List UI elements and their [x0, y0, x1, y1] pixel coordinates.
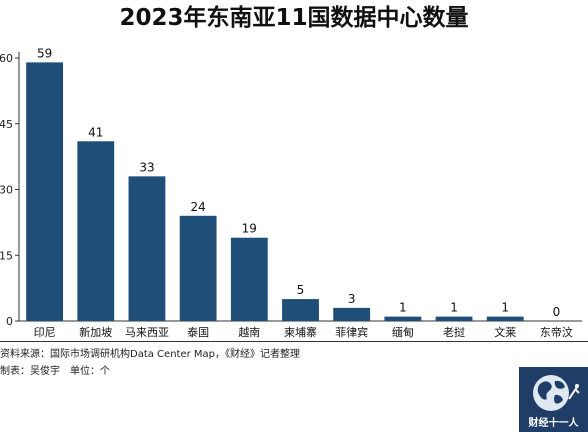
bar: [282, 299, 319, 321]
source-note: 资料来源：国际市场调研机构Data Center Map，《财经》记者整理: [0, 349, 300, 360]
x-category-label: 东帝汶: [540, 325, 573, 339]
y-tick-label: 30: [0, 184, 13, 197]
x-category-label: 泰国: [187, 325, 209, 339]
x-category-label: 柬埔寨: [284, 325, 317, 339]
bar: [128, 176, 166, 321]
bar: [435, 316, 473, 321]
bar-value-label: 1: [399, 301, 407, 315]
bar: [486, 316, 524, 321]
bar-value-label: 59: [37, 46, 52, 60]
bar-value-label: 0: [553, 305, 561, 319]
divider: [0, 341, 588, 342]
bar-value-label: 1: [450, 301, 458, 315]
x-category-label: 新加坡: [79, 325, 112, 339]
x-category-label: 文莱: [494, 325, 516, 339]
bar-value-label: 33: [139, 160, 154, 174]
maker-note: 制表：吴俊宇 单位：个: [0, 366, 110, 377]
bar: [77, 141, 115, 321]
brand-logo: 财经十一人: [519, 367, 588, 432]
bar: [384, 316, 422, 321]
bar: [333, 307, 371, 321]
x-category-label: 菲律宾: [335, 325, 368, 339]
bar-chart: 0 15 30 45 60 59 印尼 41 新加坡 33 马来西亚 24 泰国 19 越南 5 柬埔寨 3 菲律宾…: [0, 46, 582, 339]
x-category-label: 马来西亚: [125, 326, 169, 339]
y-tick-label: 15: [0, 249, 13, 262]
bar-value-label: 41: [88, 125, 103, 139]
bar-value-label: 24: [190, 200, 205, 214]
x-category-label: 印尼: [34, 326, 56, 339]
x-category-label: 缅甸: [392, 325, 414, 339]
x-category-label: 越南: [238, 325, 260, 339]
y-tick-label: 60: [0, 52, 13, 65]
globe-icon: [533, 375, 580, 411]
bar-value-label: 1: [501, 301, 509, 315]
x-category-label: 老挝: [443, 325, 465, 339]
bar: [230, 237, 268, 321]
y-tick-label: 0: [6, 315, 13, 328]
y-tick-label: 45: [0, 118, 13, 131]
bar: [179, 215, 217, 321]
bar-value-label: 3: [348, 292, 356, 306]
bar-value-label: 5: [297, 283, 305, 297]
bar-value-label: 19: [242, 222, 257, 236]
chart-title: 2023年东南亚11国数据中心数量: [119, 5, 469, 31]
bar: [26, 62, 64, 321]
logo-text: 财经十一人: [528, 418, 579, 429]
